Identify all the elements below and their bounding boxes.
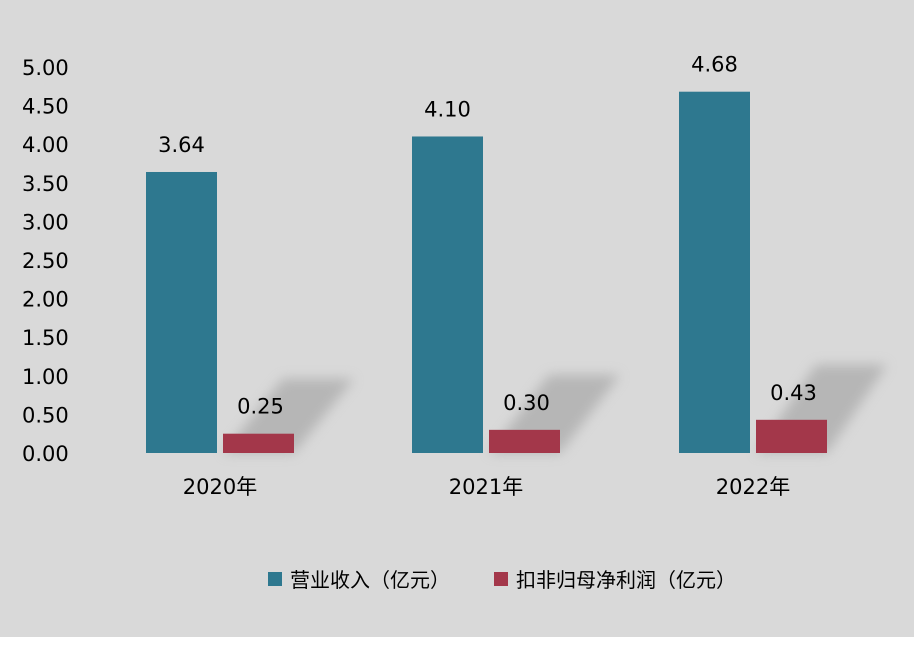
x-tick-label: 2021年 — [449, 475, 523, 499]
bar-net-profit — [223, 433, 294, 453]
data-label: 0.25 — [237, 395, 284, 419]
y-tick-label: 0.50 — [22, 403, 69, 427]
y-tick-label: 4.50 — [22, 95, 69, 119]
y-tick-label: 0.00 — [22, 442, 69, 466]
data-label: 0.43 — [770, 381, 817, 405]
x-tick-label: 2020年 — [183, 475, 257, 499]
data-label: 3.64 — [158, 133, 205, 157]
data-label: 4.68 — [691, 53, 738, 77]
legend-label: 扣非归母净利润（亿元） — [516, 568, 736, 592]
y-tick-label: 3.50 — [22, 172, 69, 196]
y-tick-label: 5.00 — [22, 56, 69, 80]
y-tick-label: 1.50 — [22, 326, 69, 350]
bar-revenue — [146, 171, 217, 453]
y-tick-label: 2.50 — [22, 249, 69, 273]
legend-swatch — [268, 572, 282, 586]
y-tick-label: 3.00 — [22, 210, 69, 234]
legend-label: 营业收入（亿元） — [290, 568, 450, 592]
x-tick-label: 2022年 — [716, 475, 790, 499]
bar-revenue — [412, 136, 483, 454]
data-label: 4.10 — [424, 97, 471, 121]
data-label: 0.30 — [503, 391, 550, 415]
bar-revenue — [679, 91, 750, 453]
y-tick-label: 2.00 — [22, 288, 69, 312]
y-tick-label: 1.00 — [22, 365, 69, 389]
legend-swatch — [494, 572, 508, 586]
bar-net-profit — [756, 419, 827, 453]
y-tick-label: 4.00 — [22, 133, 69, 157]
bar-net-profit — [489, 429, 560, 453]
